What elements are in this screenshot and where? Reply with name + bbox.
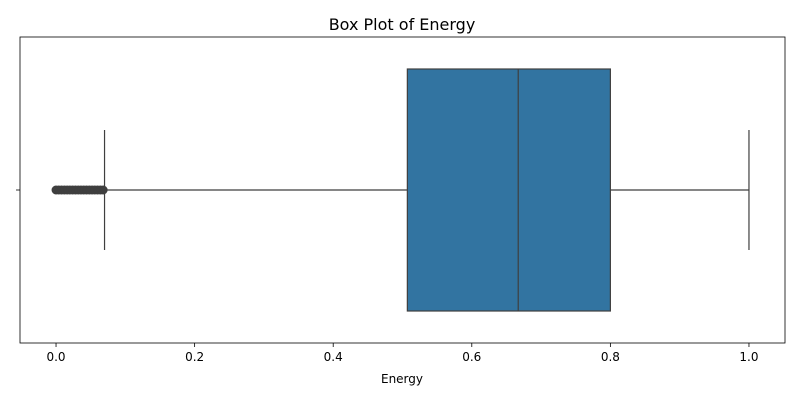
x-tick-label: 0.6 <box>462 350 481 364</box>
outlier-point <box>98 185 108 195</box>
x-tick-label: 0.4 <box>324 350 343 364</box>
x-tick-label: 0.2 <box>185 350 204 364</box>
x-tick-label: 1.0 <box>739 350 758 364</box>
x-tick-label: 0.8 <box>601 350 620 364</box>
interquartile-box <box>406 68 611 312</box>
x-tick-label: 0.0 <box>46 350 65 364</box>
chart-title: Box Plot of Energy <box>329 15 476 34</box>
x-axis-label: Energy <box>381 372 423 386</box>
energy-box <box>103 68 750 312</box>
outlier-points <box>51 185 108 195</box>
x-axis-ticks: 0.0 0.2 0.4 0.6 0.8 1.0 <box>46 343 759 364</box>
